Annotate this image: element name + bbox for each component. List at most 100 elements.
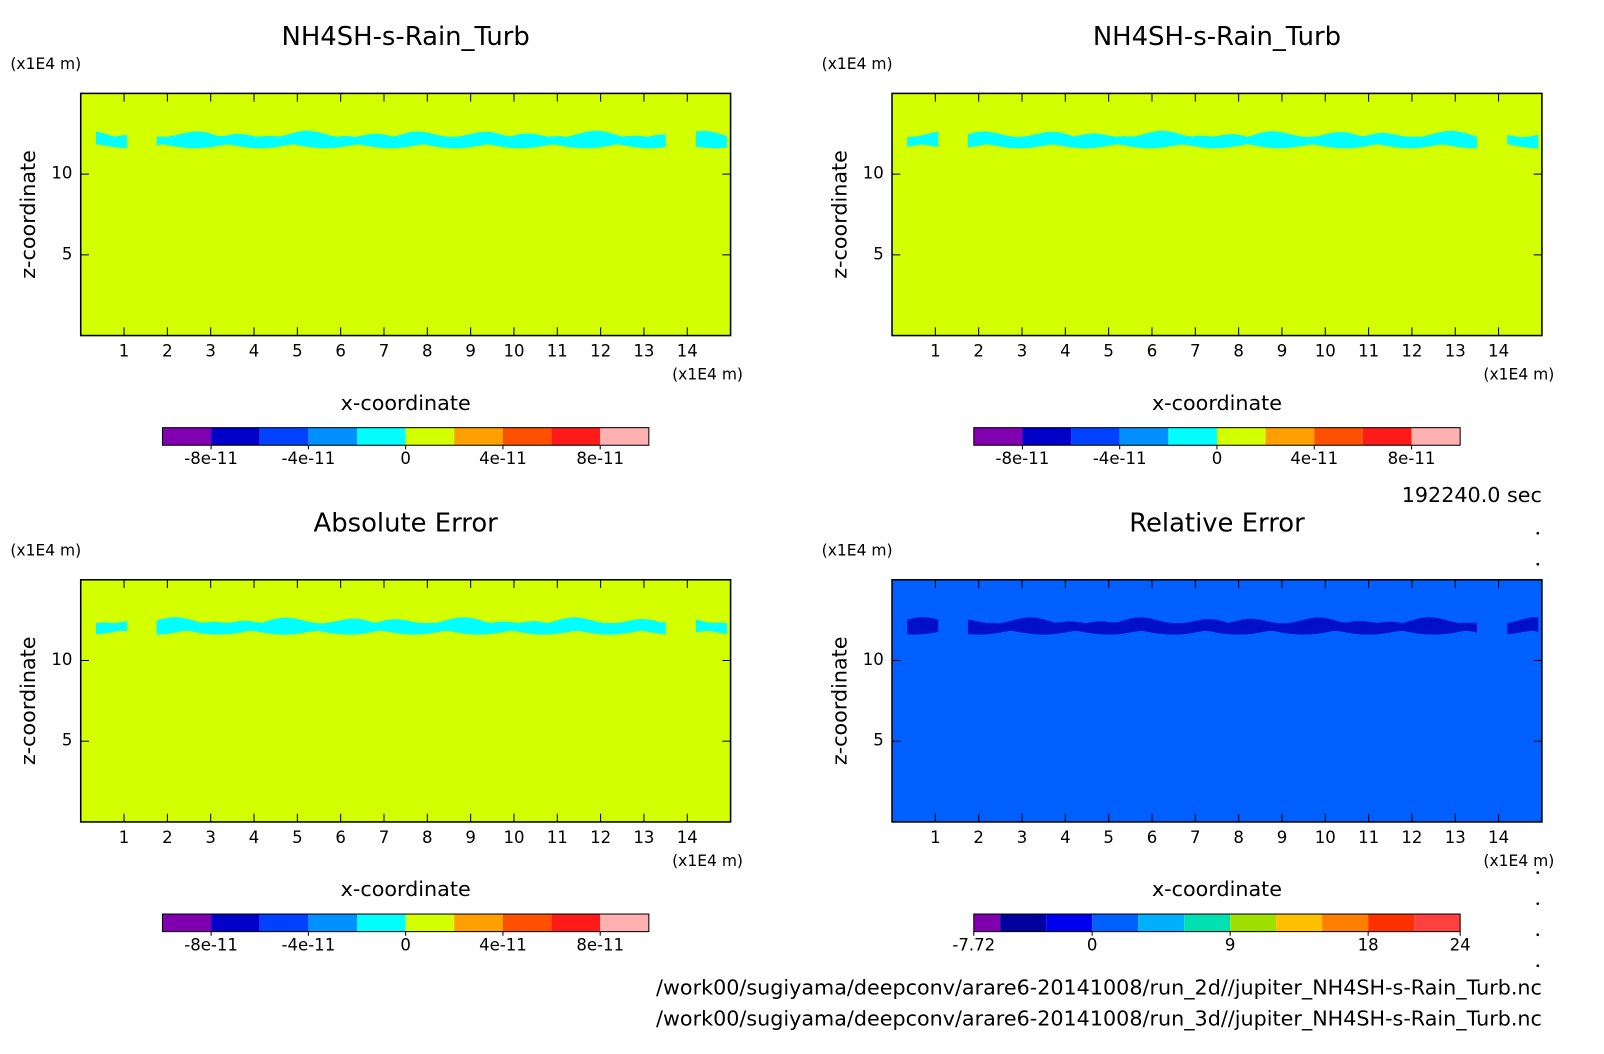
colorbar-tick-label: -8e-11 bbox=[184, 936, 238, 955]
colorbar-tick-label: -8e-11 bbox=[996, 449, 1050, 468]
file-path: /work00/sugiyama/deepconv/arare6-2014100… bbox=[656, 1007, 1542, 1032]
contour-band bbox=[695, 130, 727, 149]
x-tick-label: 5 bbox=[1103, 828, 1114, 847]
contour-band bbox=[907, 617, 939, 635]
colorbar-segment bbox=[1411, 427, 1461, 446]
colorbar-tick-label: -4e-11 bbox=[282, 936, 336, 955]
colorbar-segment bbox=[1071, 427, 1120, 446]
y-tick-label: 10 bbox=[51, 650, 72, 669]
y-axis-label: z-coordinate bbox=[16, 150, 40, 279]
colorbar-segment bbox=[600, 427, 649, 446]
x-tick-label: 4 bbox=[1060, 342, 1071, 361]
x-tick-label: 13 bbox=[633, 342, 654, 361]
colorbar-segment bbox=[1314, 427, 1363, 446]
colorbar-segment bbox=[259, 427, 309, 446]
colorbar-segment bbox=[162, 427, 212, 446]
colorbar-tick-label: 8e-11 bbox=[1388, 449, 1436, 468]
x-tick-label: 6 bbox=[1147, 828, 1158, 847]
x-tick-label: 11 bbox=[547, 342, 568, 361]
field bbox=[892, 579, 1542, 822]
x-tick-label: 9 bbox=[1277, 342, 1288, 361]
x-axis-label: x-coordinate bbox=[341, 877, 471, 901]
y-unit: (x1E4 m) bbox=[10, 55, 81, 73]
x-tick-label: 1 bbox=[930, 342, 941, 361]
contour-band bbox=[695, 619, 727, 635]
colorbar-segment bbox=[1414, 914, 1461, 932]
y-tick-label: 5 bbox=[62, 244, 73, 263]
colorbar-segment bbox=[1322, 914, 1369, 932]
colorbar-tick-label: 4e-11 bbox=[479, 449, 527, 468]
y-tick-label: 10 bbox=[863, 164, 884, 183]
x-tick-label: 1 bbox=[930, 828, 941, 847]
x-tick-label: 10 bbox=[1315, 828, 1336, 847]
x-tick-label: 8 bbox=[422, 342, 433, 361]
x-unit: (x1E4 m) bbox=[1483, 852, 1554, 870]
x-unit: (x1E4 m) bbox=[672, 365, 743, 383]
x-tick-label: 13 bbox=[633, 828, 654, 847]
x-tick-label: 14 bbox=[1488, 342, 1509, 361]
x-tick-label: 6 bbox=[1147, 342, 1158, 361]
y-tick-label: 10 bbox=[863, 650, 884, 669]
colorbar-tick-label: 4e-11 bbox=[479, 936, 527, 955]
x-tick-label: 10 bbox=[1315, 342, 1336, 361]
y-unit: (x1E4 m) bbox=[822, 541, 893, 559]
contour-band bbox=[1507, 617, 1539, 635]
x-tick-label: 12 bbox=[1401, 342, 1422, 361]
x-tick-label: 2 bbox=[162, 828, 173, 847]
contour-band bbox=[156, 130, 666, 149]
x-tick-label: 1 bbox=[119, 828, 130, 847]
colorbar-segment bbox=[454, 914, 503, 932]
colorbar-segment bbox=[308, 914, 358, 932]
x-tick-label: 4 bbox=[1060, 828, 1071, 847]
colorbar-segment bbox=[973, 914, 1001, 932]
x-unit: (x1E4 m) bbox=[1483, 365, 1554, 383]
colorbar-tick-label: 0 bbox=[400, 936, 411, 955]
contour-band bbox=[95, 620, 127, 635]
x-tick-label: 1 bbox=[119, 342, 130, 361]
panel-title: NH4SH-s-Rain_Turb bbox=[1093, 22, 1341, 52]
colorbar-segment bbox=[551, 914, 601, 932]
colorbar-tick-label: 24 bbox=[1450, 936, 1471, 955]
file-path: /work00/sugiyama/deepconv/arare6-2014100… bbox=[656, 976, 1542, 1001]
colorbar-segment bbox=[162, 914, 212, 932]
colorbar-tick-label: 18 bbox=[1358, 936, 1379, 955]
x-tick-label: 5 bbox=[1103, 342, 1114, 361]
colorbar-tick-label: 4e-11 bbox=[1290, 449, 1338, 468]
plot-frame bbox=[891, 92, 1543, 337]
colorbar-tick-label: -8e-11 bbox=[184, 449, 238, 468]
x-tick-label: 13 bbox=[1445, 828, 1466, 847]
x-tick-label: 9 bbox=[465, 828, 476, 847]
colorbar-segment bbox=[1022, 427, 1072, 446]
colorbar-segment bbox=[1119, 427, 1169, 446]
colorbar-segment bbox=[1368, 914, 1415, 932]
colorbar-tick-label: 8e-11 bbox=[576, 449, 624, 468]
x-tick-label: 13 bbox=[1445, 342, 1466, 361]
colorbar-frame bbox=[973, 913, 1461, 933]
x-tick-label: 6 bbox=[335, 342, 346, 361]
panel-title: NH4SH-s-Rain_Turb bbox=[282, 22, 530, 52]
colorbar-segment bbox=[1276, 914, 1323, 932]
x-axis-label: x-coordinate bbox=[1152, 877, 1282, 901]
x-tick-label: 11 bbox=[1358, 828, 1379, 847]
colorbar-tick-label: 8e-11 bbox=[576, 936, 624, 955]
colorbar-tick-label: -4e-11 bbox=[1093, 449, 1147, 468]
colorbar-segment bbox=[405, 914, 455, 932]
x-tick-label: 14 bbox=[677, 342, 698, 361]
colorbar-tick-label: 0 bbox=[1212, 449, 1223, 468]
x-tick-label: 5 bbox=[292, 342, 303, 361]
x-tick-label: 10 bbox=[503, 828, 524, 847]
plot-frame bbox=[891, 579, 1543, 823]
colorbar-segment bbox=[502, 914, 552, 932]
x-tick-label: 2 bbox=[973, 342, 984, 361]
colorbar-segment bbox=[1168, 427, 1217, 446]
field bbox=[80, 93, 731, 336]
panel-title: Absolute Error bbox=[314, 508, 499, 538]
contour-band bbox=[95, 131, 127, 149]
y-axis-label: z-coordinate bbox=[16, 637, 40, 766]
x-tick-label: 7 bbox=[379, 828, 390, 847]
x-axis-label: x-coordinate bbox=[1152, 391, 1282, 415]
colorbar-segment bbox=[600, 914, 649, 932]
colorbar-tick-label: 0 bbox=[1087, 936, 1098, 955]
colorbar-segment bbox=[1092, 914, 1139, 932]
